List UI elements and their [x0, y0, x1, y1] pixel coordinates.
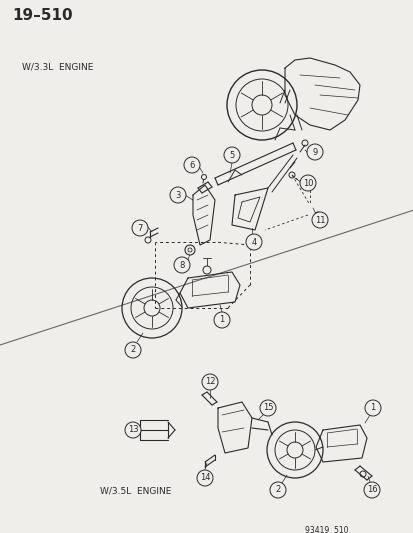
Circle shape — [173, 257, 190, 273]
Text: 14: 14 — [199, 473, 210, 482]
Text: 8: 8 — [179, 261, 184, 270]
Text: 13: 13 — [127, 425, 138, 434]
Circle shape — [306, 144, 322, 160]
Circle shape — [259, 400, 275, 416]
Text: 93419  510: 93419 510 — [304, 526, 348, 533]
Circle shape — [170, 187, 185, 203]
Circle shape — [363, 482, 379, 498]
Text: 2: 2 — [275, 486, 280, 495]
Circle shape — [183, 157, 199, 173]
Text: 12: 12 — [204, 377, 215, 386]
Circle shape — [201, 174, 206, 180]
Circle shape — [269, 482, 285, 498]
Circle shape — [223, 147, 240, 163]
Text: 10: 10 — [302, 179, 313, 188]
Text: 19–510: 19–510 — [12, 8, 72, 23]
Circle shape — [311, 212, 327, 228]
Text: 16: 16 — [366, 486, 376, 495]
Circle shape — [364, 400, 380, 416]
Circle shape — [132, 220, 147, 236]
Text: 4: 4 — [251, 238, 256, 246]
Circle shape — [202, 374, 218, 390]
Text: W/3.3L  ENGINE: W/3.3L ENGINE — [22, 62, 93, 71]
Circle shape — [185, 245, 195, 255]
Text: W/3.5L  ENGINE: W/3.5L ENGINE — [100, 487, 171, 496]
Circle shape — [202, 266, 211, 274]
Text: 3: 3 — [175, 190, 180, 199]
Text: 2: 2 — [130, 345, 135, 354]
Text: 1: 1 — [370, 403, 375, 413]
Text: 7: 7 — [137, 223, 142, 232]
Text: 11: 11 — [314, 215, 325, 224]
Text: 15: 15 — [262, 403, 273, 413]
Text: 5: 5 — [229, 150, 234, 159]
Circle shape — [245, 234, 261, 250]
Circle shape — [299, 175, 315, 191]
Text: 1: 1 — [219, 316, 224, 325]
Text: 6: 6 — [189, 160, 194, 169]
Circle shape — [125, 342, 141, 358]
Circle shape — [197, 470, 212, 486]
Circle shape — [125, 422, 141, 438]
Circle shape — [214, 312, 230, 328]
Text: 9: 9 — [312, 148, 317, 157]
